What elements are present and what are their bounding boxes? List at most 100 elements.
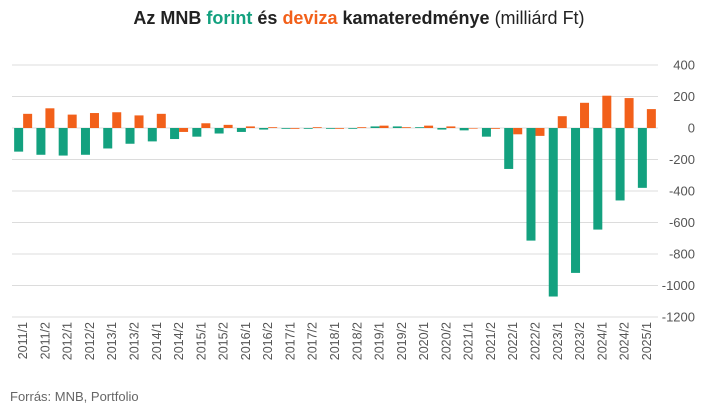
bar-deviza-2011-1 (23, 113, 33, 128)
title-unit: (milliárd Ft) (489, 8, 585, 28)
bar-forint-2025-1 (637, 128, 647, 188)
x-tick-label: 2016/1 (239, 322, 253, 360)
bar-forint-2021-1 (459, 128, 469, 131)
bar-deviza-2019-1 (379, 125, 389, 128)
bar-forint-2023-1 (548, 128, 558, 297)
bar-forint-2024-1 (593, 128, 603, 230)
title-forint: forint (206, 8, 253, 28)
bar-forint-2018-2 (348, 128, 358, 129)
bar-deviza-2017-1 (290, 128, 300, 129)
y-tick-label: -800 (669, 247, 695, 262)
bar-deviza-2022-1 (513, 128, 523, 135)
bar-forint-2016-1 (236, 128, 246, 132)
bar-forint-2021-2 (481, 128, 491, 137)
bar-forint-2013-1 (103, 128, 113, 149)
x-tick-label: 2012/2 (83, 322, 97, 360)
bar-deviza-2014-1 (156, 113, 166, 128)
y-tick-label: -200 (669, 152, 695, 167)
x-tick-label: 2015/1 (194, 322, 208, 360)
bar-deviza-2015-2 (223, 124, 233, 128)
x-tick-label: 2021/1 (462, 322, 476, 360)
title-part1: Az MNB (133, 8, 207, 28)
x-tick-label: 2016/2 (261, 322, 275, 360)
bar-deviza-2014-2 (179, 128, 189, 132)
x-tick-label: 2014/1 (150, 322, 164, 360)
bar-forint-2022-2 (526, 128, 536, 241)
bar-forint-2017-2 (303, 128, 313, 129)
y-tick-label: 400 (673, 58, 695, 73)
bar-deviza-2013-1 (112, 112, 122, 128)
bar-deviza-2016-1 (245, 126, 255, 128)
bar-deviza-2013-2 (134, 115, 144, 128)
y-tick-label: -1200 (662, 310, 695, 325)
bar-forint-2020-2 (437, 128, 447, 130)
grid-lines (12, 64, 658, 318)
x-tick-label: 2011/2 (38, 322, 52, 359)
bar-deviza-2018-1 (335, 128, 344, 129)
bar-deviza-2021-1 (468, 128, 478, 129)
bar-forint-2016-2 (259, 128, 269, 130)
y-tick-label: -1000 (662, 278, 695, 293)
bar-deviza-2020-1 (424, 125, 434, 128)
x-tick-label: 2022/2 (528, 322, 542, 360)
x-tick-label: 2017/2 (306, 322, 320, 360)
bar-forint-2012-1 (58, 128, 68, 156)
bar-forint-2018-1 (326, 128, 335, 129)
chart-title: Az MNB forint és deviza kamateredménye (… (0, 8, 718, 29)
x-axis-ticks: 2011/1 2011/2 2012/1 2012/2 2013/1 2013/2 2014… (16, 322, 654, 360)
x-tick-label: 2023/1 (551, 322, 565, 360)
x-tick-label: 2024/1 (595, 322, 609, 360)
bar-forint-2019-1 (370, 126, 380, 128)
bar-deviza-2023-1 (557, 116, 567, 128)
y-tick-label: -400 (669, 184, 695, 199)
x-tick-label: 2020/1 (417, 322, 431, 360)
x-tick-label: 2020/2 (439, 322, 453, 360)
bar-deviza-2024-1 (602, 95, 612, 128)
bar-deviza-2012-2 (89, 113, 99, 128)
bar-deviza-2020-2 (446, 126, 456, 128)
x-tick-label: 2017/1 (283, 322, 297, 360)
title-deviza: deviza (282, 8, 338, 28)
bar-deviza-2018-2 (357, 127, 367, 128)
y-tick-label: -600 (669, 215, 695, 230)
bar-deviza-2015-1 (201, 123, 211, 128)
bar-deviza-2025-1 (646, 109, 656, 128)
y-tick-label: 0 (688, 121, 695, 136)
bar-chart: 400 200 0 -200 -400 -600 -800 -1000 -1200 2011/1… (12, 58, 695, 360)
bar-deviza-2012-1 (67, 114, 77, 128)
x-tick-label: 2013/1 (105, 322, 119, 360)
bar-forint-2022-1 (504, 128, 514, 169)
x-tick-label: 2014/2 (172, 322, 186, 360)
bar-forint-2013-2 (125, 128, 135, 144)
bar-forint-2012-2 (80, 128, 90, 155)
bar-deviza-2011-2 (45, 108, 55, 128)
bar-deviza-2016-2 (268, 127, 278, 128)
bar-forint-2011-2 (36, 128, 46, 155)
x-tick-label: 2024/2 (618, 322, 632, 360)
bar-deviza-2019-2 (401, 127, 411, 128)
bar-deviza-2021-2 (490, 128, 500, 129)
bar-deviza-2017-2 (312, 127, 322, 128)
bar-forint-2019-2 (392, 126, 402, 128)
bar-deviza-2022-2 (535, 128, 545, 136)
bar-forint-2014-1 (147, 128, 157, 142)
x-tick-label: 2018/2 (350, 322, 364, 360)
title-part2: és (252, 8, 283, 28)
x-tick-label: 2013/2 (128, 322, 142, 360)
x-tick-label: 2019/2 (395, 322, 409, 360)
x-tick-label: 2021/2 (484, 322, 498, 360)
bar-forint-2023-2 (571, 128, 581, 273)
bar-forint-2024-2 (615, 128, 625, 201)
bars (14, 95, 656, 297)
bar-forint-2011-1 (14, 128, 24, 152)
x-tick-label: 2011/1 (16, 322, 30, 359)
bar-forint-2014-2 (170, 128, 180, 140)
bar-deviza-2023-2 (580, 102, 590, 128)
bar-forint-2015-1 (192, 128, 202, 137)
x-tick-label: 2018/1 (328, 322, 342, 360)
title-part3: kamateredménye (337, 8, 490, 28)
bar-forint-2015-2 (214, 128, 224, 134)
bar-forint-2017-1 (281, 128, 291, 129)
x-tick-label: 2019/1 (373, 322, 387, 360)
x-tick-label: 2022/1 (506, 322, 520, 360)
